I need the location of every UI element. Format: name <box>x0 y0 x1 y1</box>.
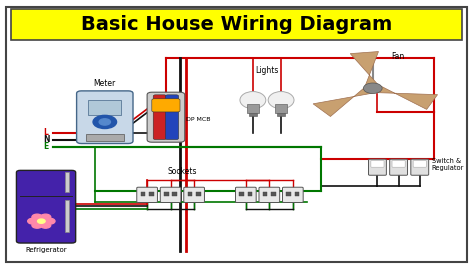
Bar <box>173 192 177 196</box>
FancyBboxPatch shape <box>392 160 405 167</box>
Polygon shape <box>350 52 381 88</box>
FancyBboxPatch shape <box>184 187 204 202</box>
Bar <box>249 113 256 116</box>
Polygon shape <box>368 84 438 109</box>
Bar <box>271 192 276 196</box>
Text: Lights: Lights <box>255 66 279 75</box>
FancyBboxPatch shape <box>152 99 180 112</box>
Circle shape <box>40 214 51 220</box>
Circle shape <box>27 218 38 224</box>
FancyBboxPatch shape <box>160 187 181 202</box>
Circle shape <box>364 83 382 94</box>
Text: Fan: Fan <box>392 52 405 61</box>
Bar <box>248 192 253 196</box>
Bar <box>149 192 154 196</box>
Bar <box>247 104 259 113</box>
Text: Basic House Wiring Diagram: Basic House Wiring Diagram <box>81 15 392 34</box>
Text: Refrigerator: Refrigerator <box>25 247 67 253</box>
Polygon shape <box>313 84 377 117</box>
FancyBboxPatch shape <box>283 187 303 202</box>
Text: Sockets: Sockets <box>168 167 197 176</box>
Bar <box>196 192 201 196</box>
FancyBboxPatch shape <box>259 187 280 202</box>
Text: E: E <box>44 142 49 151</box>
Bar <box>275 104 287 113</box>
FancyBboxPatch shape <box>77 91 133 144</box>
FancyBboxPatch shape <box>368 159 386 175</box>
FancyBboxPatch shape <box>236 187 256 202</box>
FancyBboxPatch shape <box>17 171 76 243</box>
Text: Meter: Meter <box>94 79 116 88</box>
Bar <box>188 192 192 196</box>
Circle shape <box>37 219 45 223</box>
Circle shape <box>32 214 42 220</box>
FancyBboxPatch shape <box>371 160 384 167</box>
Text: L: L <box>44 128 48 138</box>
FancyBboxPatch shape <box>137 187 157 202</box>
Bar <box>88 100 121 115</box>
Bar <box>65 200 69 232</box>
Bar <box>140 192 145 196</box>
Ellipse shape <box>240 92 266 109</box>
FancyBboxPatch shape <box>165 95 179 140</box>
Ellipse shape <box>268 92 294 109</box>
Bar <box>263 192 267 196</box>
FancyBboxPatch shape <box>153 95 166 140</box>
Circle shape <box>45 218 55 224</box>
Text: Switch &
Regulator: Switch & Regulator <box>431 158 464 171</box>
Circle shape <box>99 119 110 125</box>
FancyBboxPatch shape <box>413 160 426 167</box>
Text: DP MCB: DP MCB <box>186 117 210 122</box>
Bar <box>239 192 244 196</box>
Circle shape <box>40 222 51 228</box>
Circle shape <box>32 222 42 228</box>
FancyBboxPatch shape <box>411 159 428 175</box>
FancyBboxPatch shape <box>147 92 185 142</box>
Bar <box>277 113 285 116</box>
Bar <box>86 134 124 141</box>
Bar <box>65 172 69 192</box>
Circle shape <box>93 115 117 128</box>
Bar <box>295 192 300 196</box>
Text: N: N <box>44 135 50 144</box>
Bar <box>11 9 462 40</box>
Bar <box>164 192 169 196</box>
FancyBboxPatch shape <box>390 159 408 175</box>
Bar <box>286 192 291 196</box>
